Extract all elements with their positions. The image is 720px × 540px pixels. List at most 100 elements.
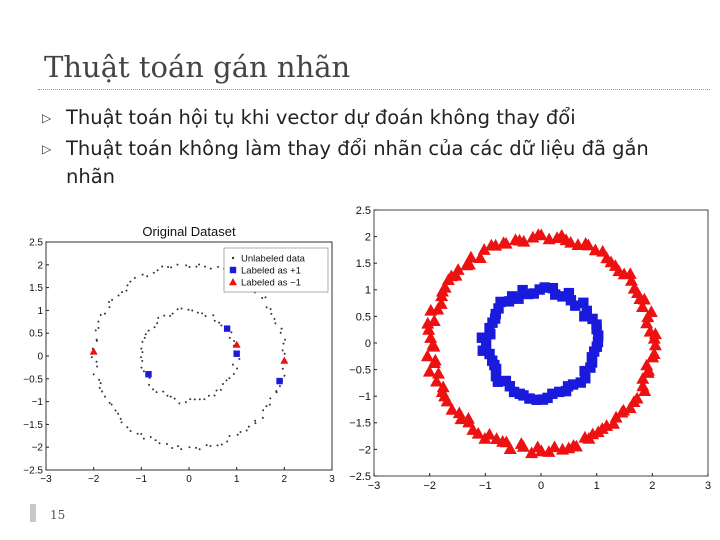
unlabeled-point — [120, 421, 123, 424]
y-tick-label: 2.5 — [29, 238, 43, 249]
unlabeled-point — [232, 373, 235, 376]
unlabeled-point — [173, 397, 176, 400]
y-tick-label: −1.5 — [349, 418, 371, 430]
negative-point — [640, 316, 654, 329]
unlabeled-point — [204, 265, 207, 268]
unlabeled-point — [284, 338, 287, 341]
unlabeled-point — [218, 321, 221, 324]
unlabeled-point — [254, 422, 257, 425]
unlabeled-point — [165, 443, 168, 446]
x-tick-label: 3 — [329, 474, 335, 485]
unlabeled-point — [205, 444, 208, 447]
unlabeled-point — [154, 439, 157, 442]
unlabeled-point — [195, 446, 198, 449]
x-tick-label: −3 — [40, 474, 52, 485]
unlabeled-point — [230, 331, 233, 334]
y-tick-label: −0.5 — [349, 364, 371, 376]
negative-point — [497, 236, 511, 249]
unlabeled-point — [119, 417, 122, 420]
unlabeled-point — [141, 340, 144, 343]
unlabeled-point — [283, 374, 286, 377]
negative-point — [569, 439, 583, 452]
negative-point — [503, 442, 517, 454]
unlabeled-point — [231, 363, 234, 366]
unlabeled-point — [236, 433, 239, 436]
page-number: 15 — [50, 508, 66, 522]
y-tick-label: −0.5 — [23, 374, 43, 385]
negative-point — [471, 426, 485, 439]
unlabeled-point — [201, 312, 204, 315]
negative-point — [525, 446, 539, 459]
x-tick-label: −1 — [479, 480, 492, 492]
positive-point — [570, 300, 581, 311]
unlabeled-point — [155, 391, 158, 394]
negative-point — [427, 339, 441, 352]
positive-point — [565, 295, 577, 306]
unlabeled-point — [207, 394, 210, 397]
unlabeled-point — [97, 326, 100, 329]
unlabeled-point — [280, 327, 283, 330]
unlabeled-point — [141, 359, 144, 362]
negative-point — [420, 349, 434, 362]
unlabeled-point — [279, 331, 282, 334]
unlabeled-point — [108, 300, 111, 303]
y-tick-label: 1.5 — [356, 258, 371, 270]
unlabeled-point — [94, 329, 97, 332]
unlabeled-point — [144, 333, 147, 336]
negative-point — [643, 324, 657, 337]
unlabeled-point — [262, 409, 265, 412]
negative-point — [627, 281, 641, 294]
legend-box — [223, 247, 329, 293]
positive-point — [563, 287, 575, 299]
unlabeled-point — [161, 265, 164, 268]
positive-point — [490, 363, 502, 375]
positive-point — [493, 303, 504, 314]
positive-point — [480, 338, 492, 350]
unlabeled-point — [265, 306, 268, 309]
unlabeled-point — [226, 440, 229, 443]
unlabeled-point — [270, 312, 273, 315]
unlabeled-point — [269, 307, 272, 310]
negative-point — [280, 356, 289, 364]
unlabeled-point — [98, 386, 101, 389]
unlabeled-point — [245, 429, 248, 432]
negative-point — [462, 415, 476, 428]
unlabeled-point — [167, 266, 170, 269]
negative-point — [617, 267, 631, 280]
unlabeled-point — [238, 358, 241, 361]
negative-point — [516, 440, 530, 452]
unlabeled-point — [204, 314, 207, 317]
unlabeled-point — [129, 430, 132, 433]
unlabeled-point — [220, 443, 223, 446]
negative-point — [232, 340, 241, 348]
unlabeled-point — [157, 316, 160, 319]
positive-point — [484, 348, 495, 360]
negative-point — [483, 427, 497, 440]
negative-point — [633, 292, 647, 304]
unlabeled-point — [152, 271, 155, 274]
negative-point — [600, 251, 614, 264]
x-tick-label: 1 — [234, 474, 240, 485]
unlabeled-point — [163, 314, 166, 317]
negative-point — [421, 316, 435, 329]
positive-point — [522, 288, 534, 300]
unlabeled-point — [215, 389, 218, 392]
triangle-right-icon: ▷ — [42, 142, 52, 156]
unlabeled-point — [184, 401, 187, 404]
unlabeled-point — [103, 312, 106, 315]
unlabeled-point — [216, 444, 219, 447]
y-tick-label: 2 — [365, 231, 371, 243]
unlabeled-point — [203, 398, 206, 401]
positive-point — [487, 317, 498, 328]
unlabeled-point — [239, 431, 242, 434]
unlabeled-point — [141, 351, 144, 354]
unlabeled-point — [166, 394, 169, 397]
negative-point — [542, 232, 556, 245]
unlabeled-point — [125, 289, 128, 292]
unlabeled-point — [121, 291, 124, 294]
unlabeled-point — [178, 402, 181, 405]
negative-point — [477, 243, 491, 255]
negative-point — [636, 372, 650, 384]
unlabeled-point — [264, 296, 267, 299]
x-tick-label: 2 — [282, 474, 288, 485]
